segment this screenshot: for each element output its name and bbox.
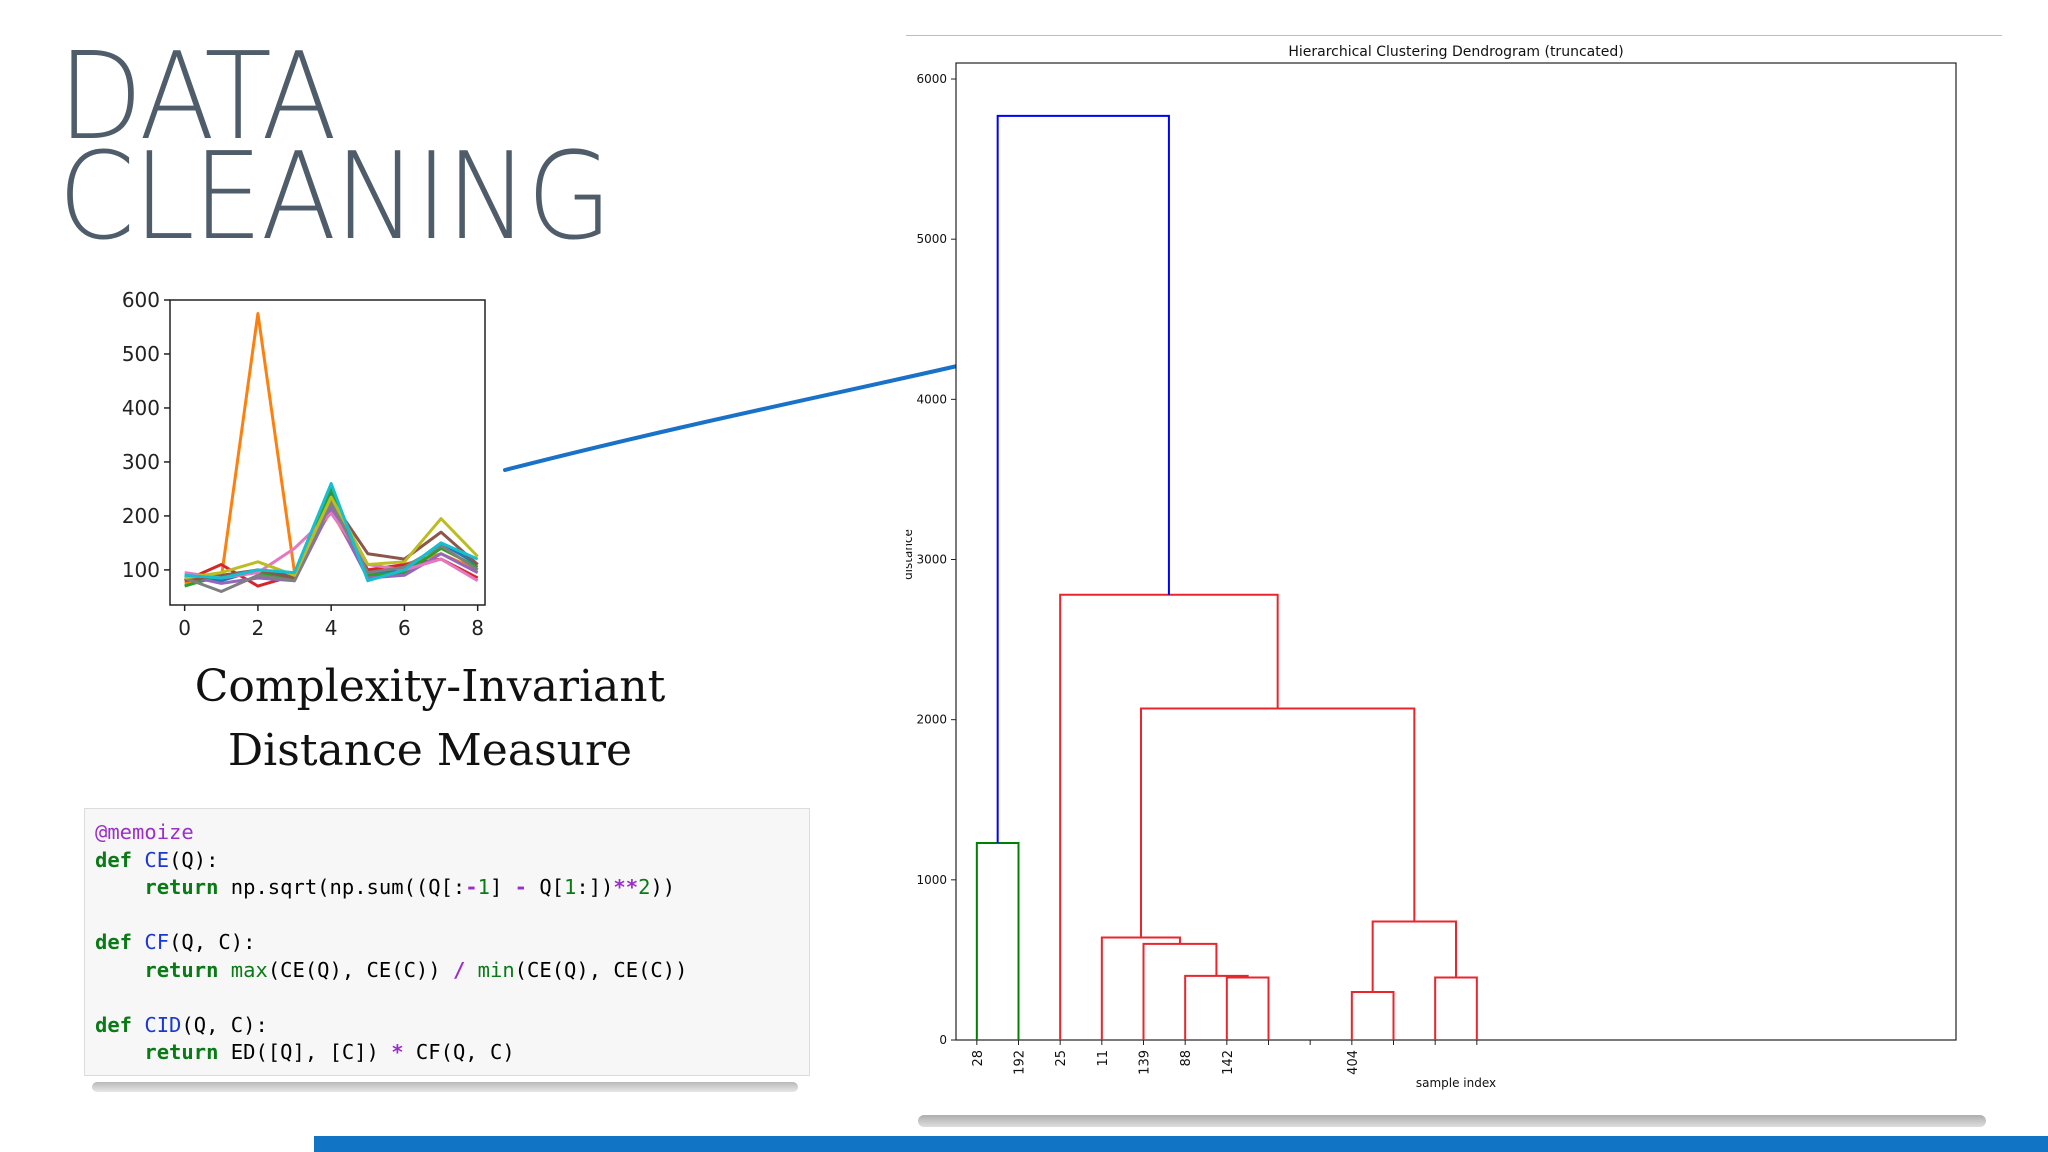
dendrogram-chart: Hierarchical Clustering Dendrogram (trun…: [906, 35, 2002, 1090]
code-token: (Q):: [169, 847, 219, 872]
y-tick-label: 300: [122, 450, 160, 474]
code-token: )): [650, 875, 676, 899]
y-tick-label: 0: [939, 1033, 947, 1047]
code-token: CF: [144, 930, 170, 954]
code-token: 1: [564, 875, 577, 899]
code-token: **: [613, 875, 639, 899]
code-line: def CF(Q, C):: [95, 929, 799, 957]
code-line: return ED([Q], [C]) * CF(Q, C): [95, 1039, 799, 1067]
code-token: [95, 1040, 144, 1064]
code-token: (Q, C):: [181, 1012, 268, 1037]
x-axis-label: sample index: [1416, 1076, 1496, 1090]
y-tick-label: 100: [122, 558, 160, 582]
leaf-label: 25: [1054, 1050, 1069, 1067]
dendrogram-link: [1142, 942, 1218, 1040]
code-token: -: [514, 875, 527, 899]
leaf-label: 11: [1096, 1050, 1111, 1067]
code-token: CF(Q, C): [403, 1040, 515, 1064]
title-line-1: DATA: [58, 28, 337, 167]
series-line: [184, 482, 479, 583]
code-token: [132, 1013, 144, 1037]
leaf-label: 28: [971, 1050, 986, 1067]
code-token: return: [144, 1040, 219, 1064]
code-token: @memoize: [95, 820, 194, 844]
code-token: [132, 848, 144, 872]
code-token: return: [144, 957, 219, 982]
bottom-accent-bar: [314, 1136, 2048, 1152]
dendrogram-shadow: [918, 1115, 1986, 1127]
code-token: (Q, C):: [169, 930, 256, 954]
code-token: def: [95, 1012, 133, 1037]
series-line: [184, 506, 479, 585]
dendrogram-link: [1140, 707, 1416, 938]
code-line: def CID(Q, C):: [95, 1012, 799, 1040]
leaf-label: 139: [1138, 1050, 1153, 1075]
chart-title: Hierarchical Clustering Dendrogram (trun…: [1288, 44, 1623, 60]
y-tick-label: 500: [122, 342, 160, 366]
y-tick-label: 200: [122, 504, 160, 528]
dendrogram-link: [1350, 990, 1395, 1040]
y-tick-label: 3000: [916, 553, 947, 567]
code-token: 1: [477, 875, 490, 899]
y-tick-label: 400: [122, 396, 160, 420]
leaf-label: 142: [1221, 1050, 1236, 1075]
x-tick-label: 2: [252, 616, 265, 640]
x-tick-label: 0: [178, 616, 191, 640]
y-tick-label: 4000: [916, 392, 947, 406]
code-token: ED([Q], [C]): [218, 1040, 392, 1064]
code-block: @memoize def CE(Q): return np.sqrt(np.sum…: [84, 808, 810, 1076]
code-line: [95, 984, 799, 1012]
code-token: -: [465, 875, 478, 899]
dendrogram-link: [1371, 920, 1457, 992]
series-line: [184, 495, 479, 580]
y-axis-label: distance: [906, 529, 915, 580]
code-token: max: [230, 957, 268, 982]
code-token: def: [95, 847, 133, 872]
dendrogram-link: [996, 114, 1170, 843]
code-line: def CE(Q):: [95, 847, 799, 875]
x-tick-label: 8: [471, 616, 484, 640]
y-tick-label: 2000: [916, 713, 947, 727]
code-token: [132, 930, 144, 954]
code-token: min: [477, 957, 515, 982]
chart-caption: Complexity-Invariant Distance Measure: [160, 655, 700, 783]
plot-frame: [955, 62, 1957, 1041]
code-block-shadow: [92, 1082, 798, 1092]
leaf-label: 404: [1346, 1050, 1361, 1075]
code-token: *: [391, 1040, 404, 1064]
code-token: (CE(Q), CE(C)): [514, 957, 688, 982]
code-token: return: [144, 875, 219, 899]
y-tick-label: 600: [122, 288, 160, 312]
code-token: ]: [489, 875, 515, 899]
code-token: CE: [144, 847, 170, 872]
code-token: [95, 875, 144, 899]
code-line: return max(CE(Q), CE(C)) / min(CE(Q), CE…: [95, 957, 799, 985]
y-tick-label: 1000: [916, 873, 947, 887]
code-token: (CE(Q), CE(C)): [267, 957, 453, 982]
x-tick-label: 4: [325, 616, 338, 640]
title-line-2: CLEANING: [58, 128, 612, 267]
cid-line-chart: 100 200 300 400 500 600 0 2 4 6 8: [122, 288, 486, 640]
caption-line-1: Complexity-Invariant: [194, 661, 666, 712]
code-line: @memoize: [95, 819, 799, 847]
code-token: [95, 958, 144, 982]
leaf-label: 88: [1179, 1050, 1194, 1067]
slide-title: DATA CLEANING: [58, 28, 612, 267]
code-token: /: [452, 957, 466, 982]
code-token: 2: [638, 875, 651, 899]
leaf-label: 192: [1013, 1050, 1028, 1075]
code-token: :]): [576, 875, 614, 899]
code-token: [218, 958, 230, 982]
code-token: def: [95, 930, 133, 954]
y-tick-label: 5000: [916, 232, 947, 246]
code-line: return np.sqrt(np.sum((Q[:-1] - Q[1:])**…: [95, 874, 799, 902]
code-token: [465, 958, 477, 982]
caption-line-2: Distance Measure: [227, 725, 633, 776]
code-token: Q[: [527, 875, 565, 899]
code-token: np.sqrt(np.sum((Q[:: [218, 875, 466, 899]
code-token: CID: [144, 1012, 182, 1037]
x-tick-label: 6: [398, 616, 411, 640]
y-tick-label: 6000: [916, 72, 947, 86]
code-line: [95, 902, 799, 930]
